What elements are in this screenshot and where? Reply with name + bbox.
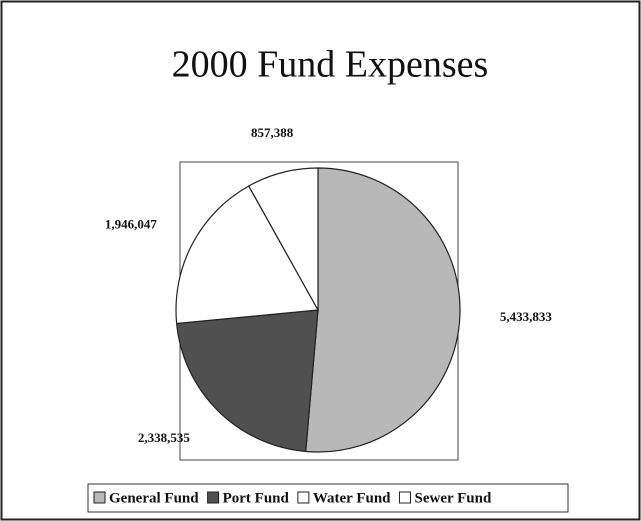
pie-slice [175, 309, 319, 453]
pie-slice [305, 167, 461, 453]
pie-slice [247, 167, 319, 313]
legend-label: General Fund [109, 490, 199, 506]
legend-label: Water Fund [313, 490, 391, 506]
legend-label: Sewer Fund [415, 490, 492, 506]
value-label: 857,388 [251, 125, 294, 140]
value-label: 2,338,535 [138, 430, 191, 445]
pie-slice [175, 185, 319, 325]
value-label: 1,946,047 [105, 216, 158, 231]
legend-swatch [207, 491, 220, 504]
legend-label: Port Fund [223, 490, 290, 506]
legend-swatch [399, 491, 412, 504]
legend-swatch [297, 491, 310, 504]
chart-title: 2000 Fund Expenses [172, 44, 489, 86]
legend-box [87, 483, 569, 513]
value-label: 5,433,833 [500, 309, 552, 324]
legend-swatch [93, 491, 106, 504]
